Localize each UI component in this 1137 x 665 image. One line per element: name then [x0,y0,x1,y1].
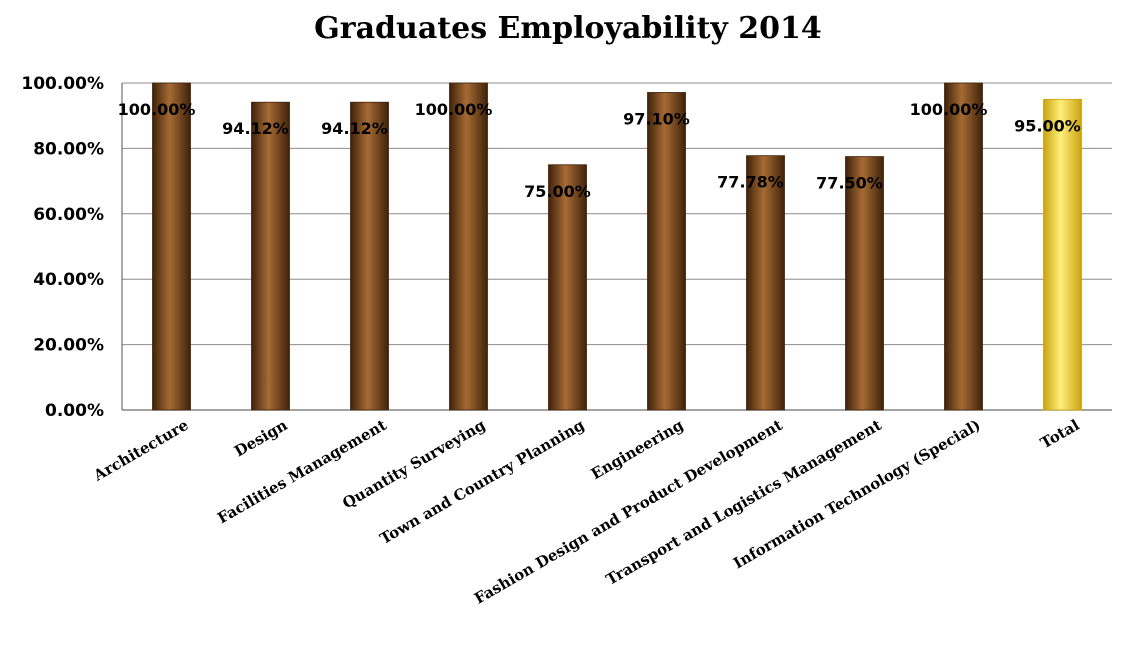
x-tick-label: Engineering [588,416,687,484]
bar [548,164,587,411]
x-tick-label: Facilities Management [214,416,389,528]
data-label: 77.50% [816,174,883,193]
bar [647,92,686,411]
data-label: 75.00% [524,182,591,201]
x-tick-label: Total [1037,416,1082,453]
x-tick-label: Design [231,416,290,461]
x-tick-label: Architecture [90,416,192,485]
data-label: 100.00% [910,100,988,119]
y-tick-label: 60.00% [33,205,104,225]
data-label: 100.00% [118,100,196,119]
bar [251,101,290,411]
x-tick-label: Town and Country Planning [377,416,588,548]
bar [944,82,983,411]
data-label: 94.12% [321,119,388,138]
bar [746,155,785,411]
bar [350,101,389,411]
y-tick-label: 20.00% [33,336,104,356]
data-label: 100.00% [415,100,493,119]
data-labels: 100.00% 94.12% 94.12% 100.00% 75.00% 97.10% 77… [118,100,1081,201]
bar [152,82,191,411]
data-label: 94.12% [222,119,289,138]
bar [845,156,884,411]
bar [449,82,488,411]
bars [152,82,1082,411]
data-label: 97.10% [623,109,690,128]
y-tick-label: 40.00% [33,270,104,290]
y-axis-tick-labels: 0.00% 20.00% 40.00% 60.00% 80.00% 100.00% [21,74,104,421]
data-label: 95.00% [1014,116,1081,135]
data-label: 77.78% [717,173,784,192]
chart-title: Graduates Employability 2014 [314,11,822,46]
bar [1043,98,1082,411]
y-tick-label: 80.00% [33,139,104,159]
y-tick-label: 0.00% [45,401,104,421]
y-tick-label: 100.00% [21,74,104,94]
